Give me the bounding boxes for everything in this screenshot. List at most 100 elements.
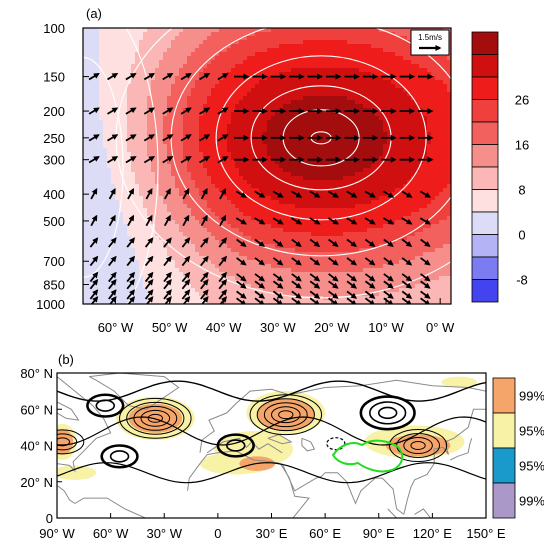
contour-line: [109, 450, 130, 463]
wind-vector: [107, 156, 119, 164]
wind-vector: [346, 217, 358, 225]
wind-vector: [126, 271, 135, 283]
y-tick-label: 1000: [36, 297, 65, 312]
wind-vector: [272, 273, 284, 282]
panel-b-coastlines: [57, 373, 486, 518]
wind-vector: [364, 190, 376, 198]
colorbar-swatch: [471, 234, 499, 258]
y-tick-label: 250: [43, 131, 65, 146]
wind-vector: [218, 279, 227, 290]
contour-line: [388, 429, 448, 462]
wind-vector: [200, 188, 208, 200]
wind-vector: [143, 156, 156, 164]
wind-vector: [254, 290, 266, 299]
wind-vector: [144, 279, 154, 290]
wind-vector: [162, 107, 174, 115]
wind-vector: [200, 279, 209, 290]
y-tick-label: 60° N: [20, 402, 53, 417]
x-tick-label: 60° W: [98, 320, 134, 335]
wind-vector: [254, 190, 266, 198]
wind-vector: [90, 296, 99, 304]
contour-line: [57, 429, 85, 455]
wind-vector: [144, 289, 154, 300]
contour-line: [410, 441, 426, 450]
x-tick-label: 0: [214, 526, 221, 541]
wind-vector: [125, 156, 137, 164]
colorbar-swatch: [471, 166, 499, 190]
wind-vector: [89, 289, 99, 300]
contour-line: [369, 401, 407, 425]
wind-vector: [199, 72, 211, 81]
colorbar-label: 16: [515, 138, 529, 153]
wind-vector: [88, 134, 100, 142]
panel-a-label: (a): [86, 6, 102, 21]
legend-label: 95%: [519, 424, 544, 439]
wind-vector: [127, 296, 135, 304]
wind-vector: [108, 214, 116, 227]
wind-vector: [254, 217, 266, 225]
wind-vector: [272, 257, 284, 266]
wind-vector: [364, 257, 376, 266]
coastline: [74, 497, 147, 518]
panel-a-shading: [83, 28, 451, 304]
wind-vector: [401, 273, 413, 282]
wind-vector: [217, 72, 229, 81]
contour-line: [126, 401, 185, 435]
wind-vector: [309, 190, 321, 198]
contour-line: [57, 433, 78, 451]
x-tick-label: 90° E: [363, 526, 395, 541]
y-tick-label: 300: [43, 153, 65, 168]
wind-vector: [201, 296, 209, 304]
wind-vector: [182, 214, 190, 227]
wind-vector: [328, 273, 339, 282]
wind-vector: [254, 280, 266, 289]
wind-vector: [383, 190, 395, 198]
wind-vector: [182, 188, 190, 200]
wind-vector: [200, 271, 209, 283]
colorbar-label: 26: [515, 93, 529, 108]
wind-vector: [127, 214, 135, 227]
y-tick-label: 500: [43, 214, 65, 229]
wind-vector: [327, 217, 340, 225]
legend-label: 99%: [519, 389, 544, 404]
wind-vector: [291, 238, 302, 247]
coastline: [206, 437, 283, 454]
wind-vector: [163, 279, 172, 290]
wind-vector: [108, 188, 116, 200]
wind-vector: [217, 107, 229, 115]
wind-vector: [420, 273, 431, 282]
contour-line: [256, 398, 315, 432]
wind-vector: [180, 107, 192, 115]
wind-vector: [236, 238, 247, 247]
significance-99-area: [57, 429, 74, 455]
wind-vector: [219, 214, 227, 227]
wind-vector: [125, 107, 137, 115]
legend-swatch: [492, 377, 516, 414]
wind-vector: [328, 257, 339, 266]
wind-vector: [401, 238, 413, 247]
contour-line-cold-0: [83, 56, 124, 278]
wind-vector: [364, 290, 376, 299]
contour-wave: [57, 416, 486, 446]
wind-vector: [346, 273, 358, 282]
significance-99-area: [257, 398, 315, 431]
wind-vector: [88, 107, 100, 115]
panel-a-x-axis: 60° W 50° W 40° W 30° W 20° W 10° W 0° W: [98, 298, 455, 335]
wind-vector: [180, 134, 192, 142]
wind-vector: [401, 257, 413, 266]
contour-line: [147, 413, 163, 423]
wind-vector: [219, 296, 227, 304]
wind-vector: [328, 280, 339, 289]
wind-vector: [364, 280, 376, 289]
contour-line: [216, 433, 255, 458]
coastline: [281, 463, 405, 515]
wind-vector: [180, 156, 192, 164]
wind-vector: [218, 271, 227, 283]
wind-vector: [125, 134, 137, 142]
y-tick-label: 850: [43, 278, 65, 293]
wind-vector: [143, 107, 156, 115]
wind-vector: [254, 238, 266, 247]
contour-line: [119, 397, 192, 439]
wind-vector: [420, 280, 431, 289]
wind-vector: [199, 156, 211, 164]
